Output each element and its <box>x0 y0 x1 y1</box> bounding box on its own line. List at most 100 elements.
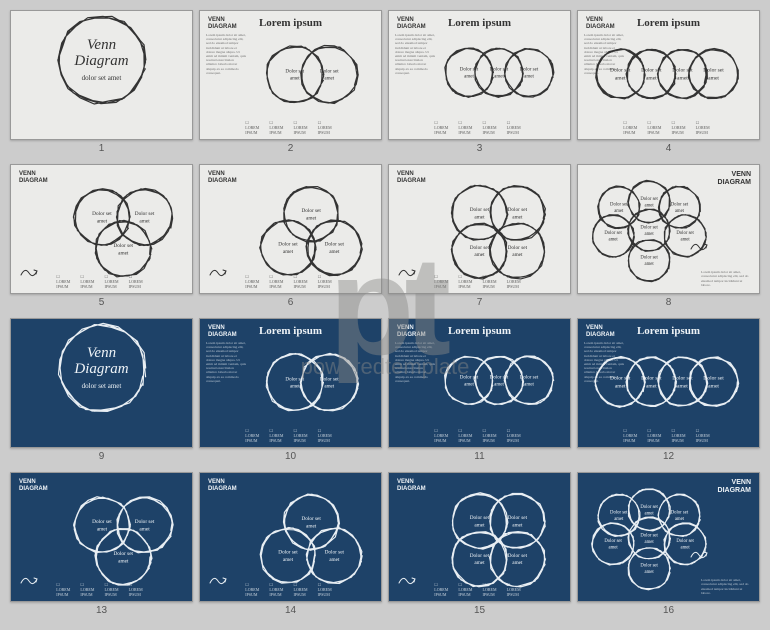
arrow-icon <box>208 573 228 587</box>
slide-number: 2 <box>288 143 294 154</box>
legend-item: LOREM IPSUM <box>507 120 525 135</box>
svg-text:Dolor set: Dolor set <box>470 515 490 521</box>
slide-thumbnail[interactable]: VennDiagram dolor set amet <box>10 10 193 140</box>
svg-text:Dolor set: Dolor set <box>640 256 658 261</box>
lorem-header: Lorem ipsum <box>637 325 700 337</box>
sidebar-text: Lorem ipsum dolor sit amet, consectetur … <box>206 341 246 383</box>
slide-thumbnail[interactable]: VENNDIAGRAM Lorem ipsum Lorem ipsum dolo… <box>199 10 382 140</box>
svg-text:Dolor set: Dolor set <box>672 376 693 382</box>
svg-text:amet: amet <box>677 383 688 389</box>
svg-text:amet: amet <box>675 209 685 214</box>
slide-thumbnail[interactable]: VENNDIAGRAM Lorem ipsum Lorem ipsum dolo… <box>388 318 571 448</box>
svg-text:amet: amet <box>646 75 657 81</box>
legend-item: LOREM IPSUM <box>129 274 147 289</box>
svg-text:amet: amet <box>708 383 719 389</box>
arrow-icon <box>397 573 417 587</box>
svg-text:Dolor set: Dolor set <box>301 208 321 214</box>
legend: LOREM IPSUMLOREM IPSUMLOREM IPSUMLOREM I… <box>56 274 147 289</box>
svg-text:Dolor set: Dolor set <box>610 376 631 382</box>
legend-item: LOREM IPSUM <box>245 120 263 135</box>
slide-thumbnail[interactable]: VennDiagram dolor set amet <box>10 318 193 448</box>
legend-item: LOREM IPSUM <box>105 582 123 597</box>
venn-header-small: VENNDIAGRAM <box>208 171 237 184</box>
slide-thumbnail[interactable]: VENNDIAGRAM Lorem ipsum Lorem ipsum dolo… <box>199 318 382 448</box>
venn-diagram: Dolor setametDolor setamet <box>255 39 365 109</box>
svg-text:amet: amet <box>118 558 129 564</box>
slide-thumbnail[interactable]: VENNDIAGRAM Dolor setametDolor setametDo… <box>577 164 760 294</box>
slide-cell: VENNDIAGRAM Dolor setametDolor setametDo… <box>388 472 571 620</box>
slide-thumbnail[interactable]: VENNDIAGRAM Dolor setametDolor setametDo… <box>10 472 193 602</box>
svg-text:Dolor set: Dolor set <box>610 68 631 74</box>
svg-text:amet: amet <box>645 570 655 575</box>
svg-text:amet: amet <box>464 383 474 388</box>
svg-text:Dolor set: Dolor set <box>460 376 479 381</box>
legend-item: LOREM IPSUM <box>647 428 665 443</box>
legend-item: LOREM IPSUM <box>318 428 336 443</box>
slide-thumbnail[interactable]: VENNDIAGRAM Lorem ipsum Lorem ipsum dolo… <box>577 10 760 140</box>
legend: LOREM IPSUMLOREM IPSUMLOREM IPSUMLOREM I… <box>434 582 525 597</box>
venn-header-small: VENNDIAGRAM <box>208 479 237 492</box>
svg-text:Dolor set: Dolor set <box>640 225 658 230</box>
slide-thumbnail[interactable]: VENNDIAGRAM Dolor setametDolor setametDo… <box>577 472 760 602</box>
slide-thumbnail[interactable]: VENNDIAGRAM Lorem ipsum Lorem ipsum dolo… <box>577 318 760 448</box>
svg-text:Dolor set: Dolor set <box>676 539 694 544</box>
legend-item: LOREM IPSUM <box>647 120 665 135</box>
legend-item: LOREM IPSUM <box>507 274 525 289</box>
slide-number: 15 <box>474 605 485 616</box>
slide-thumbnail[interactable]: VENNDIAGRAM Dolor setametDolor setametDo… <box>388 164 571 294</box>
svg-text:Dolor set: Dolor set <box>135 519 155 525</box>
legend-item: LOREM IPSUM <box>434 120 452 135</box>
venn-header-small: VENNDIAGRAM <box>397 325 426 338</box>
slide-cell: VENNDIAGRAM Dolor setametDolor setametDo… <box>388 164 571 312</box>
sidebar-text: Lorem ipsum dolor sit amet, consectetur … <box>206 33 246 75</box>
svg-text:Dolor set: Dolor set <box>604 539 622 544</box>
slide-thumbnail[interactable]: VENNDIAGRAM Dolor setametDolor setametDo… <box>199 164 382 294</box>
legend-item: LOREM IPSUM <box>80 582 98 597</box>
legend-item: LOREM IPSUM <box>507 428 525 443</box>
title-subtitle: dolor set amet <box>82 382 122 390</box>
slide-thumbnail[interactable]: VENNDIAGRAM Dolor setametDolor setametDo… <box>10 164 193 294</box>
title-text: VennDiagram <box>74 38 128 70</box>
svg-text:amet: amet <box>97 526 108 532</box>
legend-item: LOREM IPSUM <box>483 274 501 289</box>
legend-item: LOREM IPSUM <box>458 428 476 443</box>
svg-text:Dolor set: Dolor set <box>320 376 339 382</box>
lorem-header: Lorem ipsum <box>259 17 322 29</box>
svg-text:Dolor set: Dolor set <box>470 553 490 559</box>
slide-thumbnail[interactable]: VENNDIAGRAM Dolor setametDolor setametDo… <box>388 472 571 602</box>
slide-cell: VennDiagram dolor set amet 1 <box>10 10 193 158</box>
svg-text:Dolor set: Dolor set <box>508 553 528 559</box>
svg-text:Dolor set: Dolor set <box>301 516 321 522</box>
legend-item: LOREM IPSUM <box>269 274 287 289</box>
svg-text:amet: amet <box>283 249 294 255</box>
legend-item: LOREM IPSUM <box>483 120 501 135</box>
svg-text:amet: amet <box>524 75 534 80</box>
slide-thumbnail[interactable]: VENNDIAGRAM Lorem ipsum Lorem ipsum dolo… <box>388 10 571 140</box>
svg-text:amet: amet <box>512 214 523 220</box>
slide-thumbnail[interactable]: VENNDIAGRAM Dolor setametDolor setametDo… <box>199 472 382 602</box>
legend: LOREM IPSUMLOREM IPSUMLOREM IPSUMLOREM I… <box>245 120 336 135</box>
svg-text:Dolor set: Dolor set <box>278 550 298 556</box>
title-circle: VennDiagram dolor set amet <box>53 11 151 109</box>
sidebar-text: Lorem ipsum dolor sit amet, consectetur … <box>395 341 435 383</box>
svg-text:amet: amet <box>512 252 523 258</box>
slide-cell: VennDiagram dolor set amet 9 <box>10 318 193 466</box>
svg-text:amet: amet <box>474 560 485 566</box>
svg-text:Dolor set: Dolor set <box>703 376 724 382</box>
venn-diagram: Dolor setametDolor setametDolor setametD… <box>586 487 716 595</box>
svg-text:Dolor set: Dolor set <box>92 519 112 525</box>
svg-text:amet: amet <box>708 75 719 81</box>
svg-text:amet: amet <box>512 522 523 528</box>
slide-grid: VennDiagram dolor set amet 1 VENNDIAGRAM… <box>0 0 770 630</box>
svg-text:amet: amet <box>645 540 655 545</box>
svg-text:amet: amet <box>474 522 485 528</box>
slide-number: 11 <box>474 451 484 462</box>
arrow-icon <box>19 573 39 587</box>
svg-text:Dolor set: Dolor set <box>325 550 345 556</box>
venn-diagram: Dolor setametDolor setametDolor setamet <box>59 491 179 591</box>
legend-item: LOREM IPSUM <box>269 582 287 597</box>
svg-text:amet: amet <box>329 249 340 255</box>
slide-number: 1 <box>99 143 105 154</box>
svg-text:amet: amet <box>494 383 504 388</box>
legend-item: LOREM IPSUM <box>458 120 476 135</box>
